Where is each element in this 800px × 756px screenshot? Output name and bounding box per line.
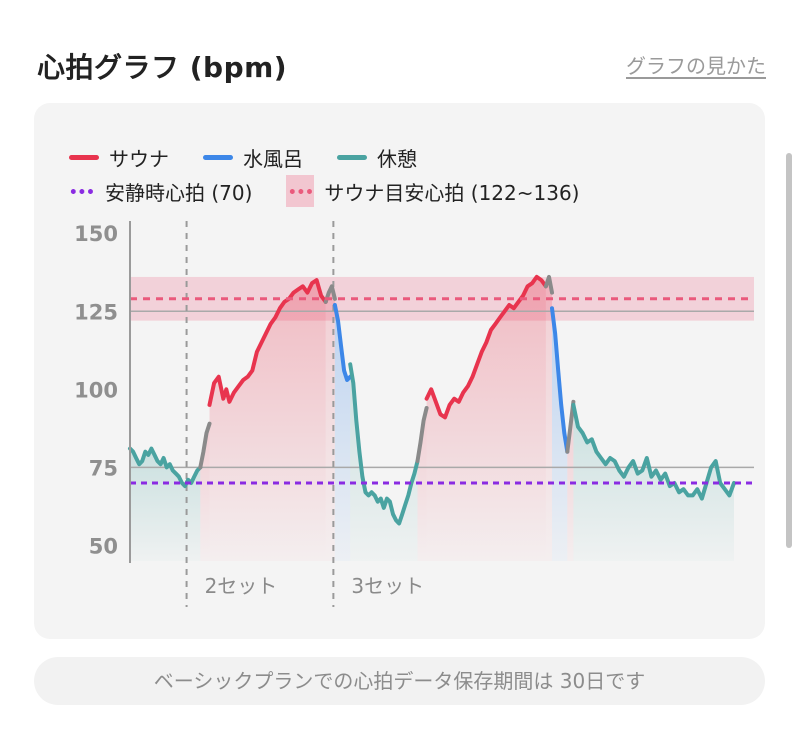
series-line <box>571 402 736 501</box>
cold-bath-swatch <box>203 154 233 160</box>
rest-swatch <box>337 154 367 160</box>
chart-header: 心拍グラフ (bpm) グラフの見かた <box>37 40 766 90</box>
series-line <box>207 278 328 407</box>
chart-legend: サウナ 水風呂 休憩 安静時心拍 (70) サウナ目安心拍 (122~136) <box>69 141 745 207</box>
series-line <box>424 274 548 420</box>
vertical-scrollbar[interactable] <box>786 153 792 548</box>
series-area <box>325 286 335 561</box>
set-label: 3セット <box>351 574 424 598</box>
series-line <box>128 446 203 489</box>
page-title: 心拍グラフ (bpm) <box>37 51 288 84</box>
legend-label-cold-bath: 水風呂 <box>243 146 303 171</box>
storage-period-notice: ベーシックプランでの心拍データ保存期間は 30日です <box>34 657 765 705</box>
chart-guide-link[interactable]: グラフの見かた <box>626 54 766 78</box>
legend-item-resting-hr: 安静時心拍 (70) <box>69 177 252 206</box>
y-tick-label: 150 <box>74 222 118 246</box>
series-line <box>550 306 570 454</box>
target-hr-swatch <box>286 175 315 207</box>
sauna-swatch <box>69 154 99 160</box>
y-tick-label: 125 <box>74 300 118 324</box>
series-area <box>552 308 568 561</box>
y-tick-label: 75 <box>89 456 118 480</box>
heart-rate-chart: 2セット 3セット 50 75 100 125 150 <box>74 221 754 607</box>
series-line <box>323 284 337 304</box>
series-area <box>130 448 201 561</box>
series-line <box>198 421 212 470</box>
legend-item-target-hr: サウナ目安心拍 (122~136) <box>286 175 580 207</box>
legend-item-rest: 休憩 <box>337 143 417 172</box>
set-label: 2セット <box>205 574 278 598</box>
series-line <box>348 362 420 526</box>
series-line <box>332 303 353 382</box>
series-area <box>573 404 734 561</box>
series-area <box>334 305 351 561</box>
y-tick-label: 100 <box>74 378 118 402</box>
series-area <box>209 280 326 561</box>
legend-label-resting-hr: 安静時心拍 (70) <box>105 180 253 205</box>
series-line <box>565 399 576 454</box>
y-tick-label: 50 <box>89 534 118 558</box>
legend-label-sauna: サウナ <box>109 146 169 171</box>
legend-label-target-hr: サウナ目安心拍 (122~136) <box>324 180 580 205</box>
legend-label-rest: 休憩 <box>377 146 417 171</box>
series-line <box>415 406 429 464</box>
resting-hr-swatch <box>69 188 95 194</box>
legend-item-sauna: サウナ <box>69 143 169 172</box>
legend-item-cold-bath: 水風呂 <box>203 143 303 172</box>
series-area <box>545 276 552 561</box>
heart-rate-chart-card: サウナ 水風呂 休憩 安静時心拍 (70) サウナ目安心拍 (122~136) <box>34 103 765 639</box>
series-line <box>543 274 554 295</box>
series-area <box>350 364 418 561</box>
series-area <box>417 408 427 561</box>
series-area <box>426 276 546 561</box>
